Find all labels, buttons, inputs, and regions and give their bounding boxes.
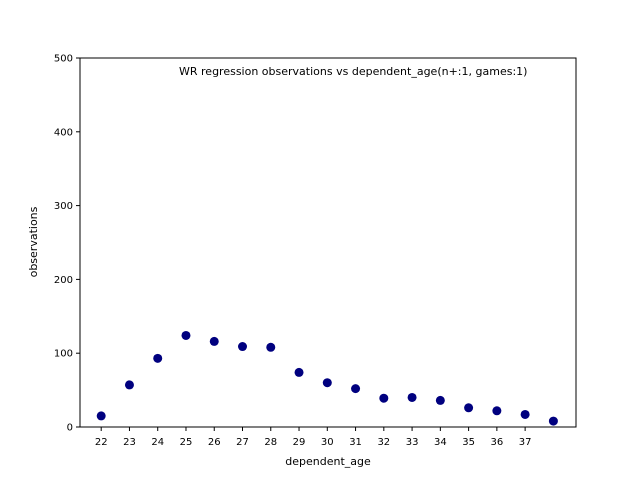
data-point [407, 392, 417, 402]
x-tick-label: 36 [490, 437, 503, 448]
data-point [379, 393, 389, 403]
x-tick-label: 22 [95, 437, 108, 448]
chart-annotation: WR regression observations vs dependent_… [179, 65, 527, 78]
data-point [520, 409, 530, 419]
y-tick-label: 500 [54, 54, 73, 65]
y-tick-label: 100 [54, 349, 73, 360]
y-axis-label: observations [27, 206, 40, 277]
x-tick-label: 25 [180, 437, 193, 448]
y-tick-label: 200 [54, 275, 73, 286]
x-tick-label: 31 [349, 437, 362, 448]
y-axis: 0 100 200 300 400 500 [54, 54, 80, 434]
x-tick-label: 28 [264, 437, 277, 448]
data-point [124, 380, 134, 390]
data-point [351, 384, 361, 394]
x-tick-label: 32 [377, 437, 390, 448]
x-tick-label: 29 [293, 437, 306, 448]
y-tick-label: 300 [54, 201, 73, 212]
data-point [96, 411, 106, 421]
x-tick-label: 27 [236, 437, 249, 448]
x-tick-label: 24 [151, 437, 164, 448]
data-point [294, 367, 304, 377]
data-point [238, 342, 248, 352]
plot-area [79, 57, 577, 428]
x-tick-label: 35 [462, 437, 475, 448]
x-tick-label: 26 [208, 437, 221, 448]
data-point [209, 336, 219, 346]
x-axis: 22 23 24 25 26 27 28 29 30 31 32 33 34 35 36 37 [95, 427, 532, 448]
data-point [266, 342, 276, 352]
data-point [153, 353, 163, 363]
x-tick-label: 33 [406, 437, 419, 448]
x-tick-label: 30 [321, 437, 334, 448]
data-point [548, 416, 558, 426]
data-point [464, 403, 474, 413]
data-point [492, 406, 502, 416]
x-tick-label: 34 [434, 437, 447, 448]
data-point [435, 395, 445, 405]
y-tick-label: 400 [54, 127, 73, 138]
data-point [322, 378, 332, 388]
x-tick-label: 37 [519, 437, 532, 448]
y-tick-label: 0 [67, 423, 73, 434]
data-points [96, 330, 558, 426]
x-axis-label: dependent_age [285, 455, 371, 468]
x-tick-label: 23 [123, 437, 136, 448]
data-point [181, 330, 191, 340]
